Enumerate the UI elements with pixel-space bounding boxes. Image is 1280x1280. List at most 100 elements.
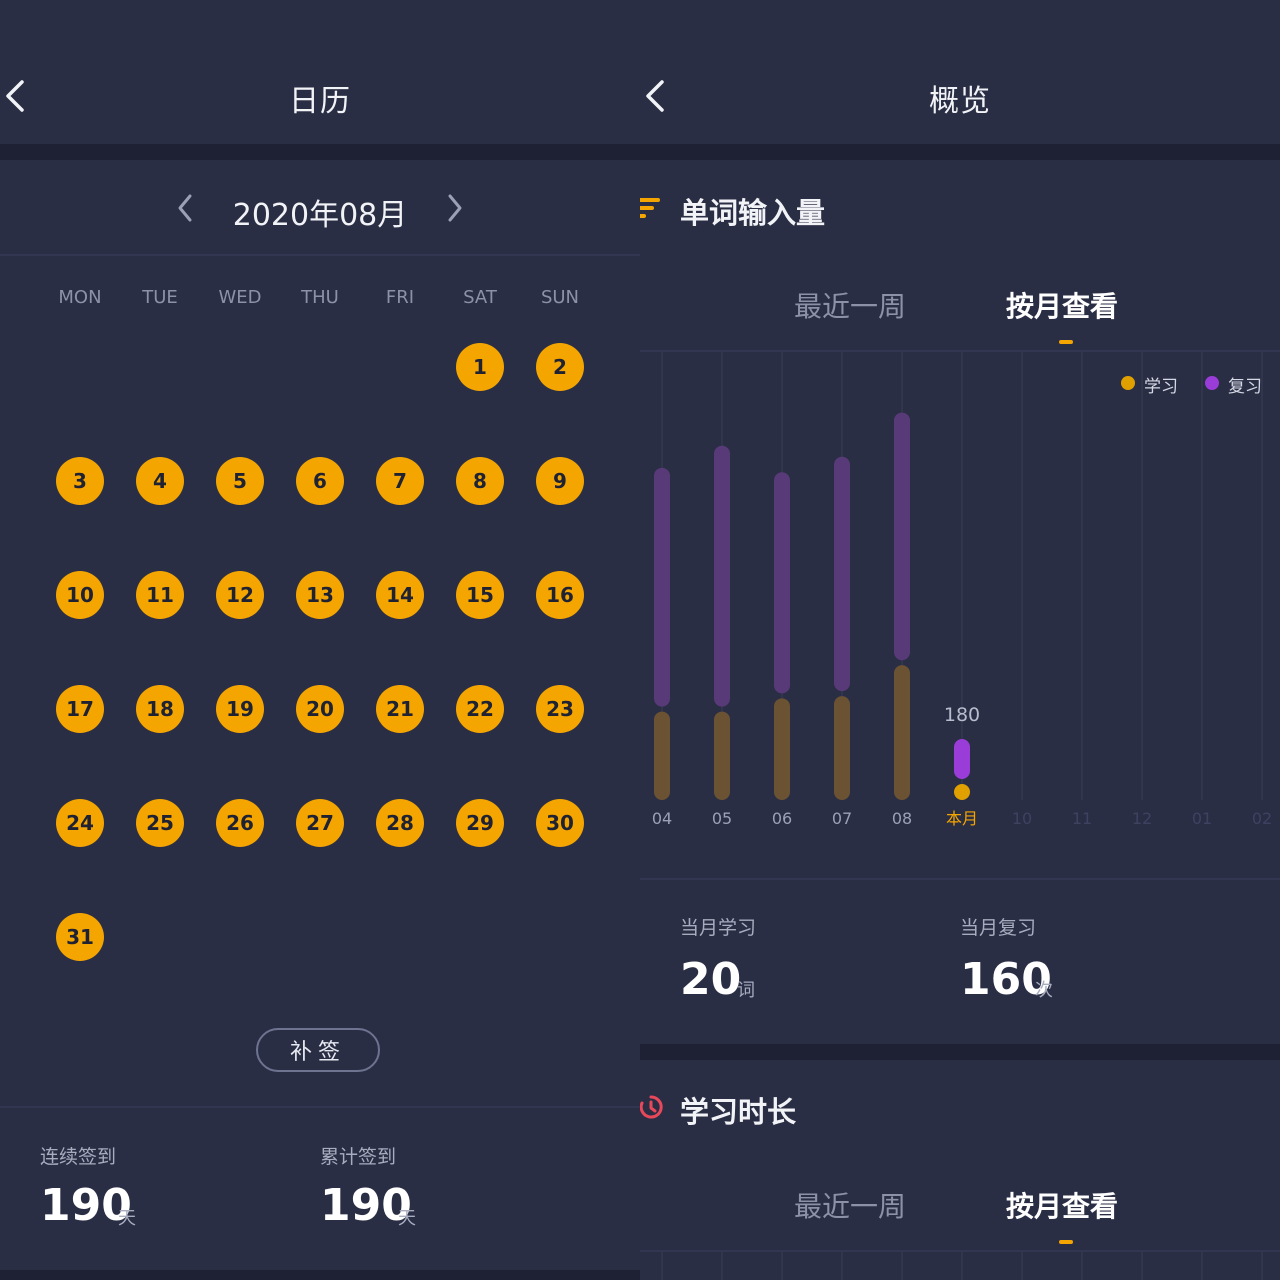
bar-study (834, 696, 850, 800)
calendar-day[interactable]: 19 (216, 685, 264, 733)
calendar-day[interactable]: 15 (456, 571, 504, 619)
month-study-label: 当月学习 (680, 917, 757, 939)
bar-study (894, 665, 910, 800)
calendar-day[interactable]: 28 (376, 799, 424, 847)
month-label: 2020年08月 (232, 198, 408, 233)
next-month-button[interactable] (436, 186, 476, 230)
overview-topbar: 概览 (640, 0, 1280, 144)
bar-study (954, 784, 970, 800)
tab-recent-week[interactable]: 最近一周 (794, 1190, 907, 1223)
total-unit: 天 (398, 1208, 416, 1229)
bar-review (834, 456, 850, 692)
x-tick-label: 01 (1192, 809, 1212, 828)
calendar-day[interactable]: 27 (296, 799, 344, 847)
divider (640, 878, 1280, 880)
weekday-label: SUN (540, 287, 580, 308)
calendar-day[interactable]: 22 (456, 685, 504, 733)
calendar-day[interactable]: 3 (56, 457, 104, 505)
makeup-checkin-button[interactable]: 补签 (256, 1028, 380, 1072)
x-tick-label: 本月 (946, 809, 978, 828)
weekday-label: SAT (463, 287, 497, 308)
month-study-unit: 词 (737, 980, 755, 1001)
bar-review (654, 467, 670, 707)
prev-month-button[interactable] (166, 186, 206, 230)
calendar-day[interactable]: 24 (56, 799, 104, 847)
x-tick-label: 08 (892, 809, 912, 828)
calendar-day[interactable]: 2 (536, 343, 584, 391)
bar-study (774, 698, 790, 800)
time-section-title: 学习时长 (680, 1095, 797, 1129)
calendar-day[interactable]: 17 (56, 685, 104, 733)
weekday-label: WED (218, 287, 262, 308)
month-navigator: 2020年08月 (0, 186, 640, 233)
x-tick-label: 06 (772, 809, 792, 828)
bar-study (654, 711, 670, 800)
month-study-value: 20 (680, 954, 742, 1005)
tab-by-month[interactable]: 按月查看 (1006, 1190, 1119, 1223)
calendar-day[interactable]: 30 (536, 799, 584, 847)
active-tab-indicator (1059, 1240, 1073, 1244)
word-section-title: 单词输入量 (680, 196, 826, 230)
month-review-value: 160 (960, 954, 1052, 1005)
total-value: 190 (320, 1180, 412, 1231)
active-tab-indicator (1059, 340, 1073, 344)
x-tick-label: 02 (1252, 809, 1272, 828)
calendar-day[interactable]: 9 (536, 457, 584, 505)
bar-review (774, 472, 790, 694)
legend-review-label: 复习 (1228, 377, 1262, 397)
bar-list-icon (640, 198, 660, 218)
calendar-day[interactable]: 13 (296, 571, 344, 619)
divider (0, 254, 640, 256)
calendar-day[interactable]: 23 (536, 685, 584, 733)
divider (640, 144, 1280, 160)
calendar-day[interactable]: 16 (536, 571, 584, 619)
x-tick-label: 07 (832, 809, 852, 828)
divider (640, 1250, 1280, 1252)
timer-icon (640, 1095, 663, 1119)
calendar-day[interactable]: 11 (136, 571, 184, 619)
back-button[interactable] (0, 68, 40, 124)
back-button[interactable] (640, 68, 680, 124)
tab-recent-week[interactable]: 最近一周 (794, 290, 907, 323)
calendar-day[interactable]: 31 (56, 913, 104, 961)
calendar-topbar: 日历 (0, 0, 640, 144)
calendar-day[interactable]: 26 (216, 799, 264, 847)
chevron-left-icon (646, 80, 664, 112)
legend-study-label: 学习 (1144, 377, 1178, 397)
legend-study-dot (1121, 376, 1135, 390)
tab-by-month[interactable]: 按月查看 (1006, 290, 1119, 323)
bar-review (714, 445, 730, 707)
calendar-day[interactable]: 18 (136, 685, 184, 733)
divider (0, 144, 640, 160)
word-chart: 04 05 06 07 08 本月 10 11 12 01 02 180 (652, 350, 1272, 828)
calendar-day[interactable]: 5 (216, 457, 264, 505)
calendar-day[interactable]: 8 (456, 457, 504, 505)
weekday-label: MON (58, 287, 102, 308)
calendar-day[interactable]: 20 (296, 685, 344, 733)
calendar-day[interactable]: 21 (376, 685, 424, 733)
legend-review-dot (1205, 376, 1219, 390)
weekday-label: TUE (142, 287, 178, 308)
calendar-day[interactable]: 29 (456, 799, 504, 847)
divider (640, 350, 1280, 352)
x-tick-label: 10 (1012, 809, 1032, 828)
streak-unit: 天 (118, 1208, 136, 1229)
calendar-day[interactable]: 4 (136, 457, 184, 505)
time-chart-grid (661, 1252, 1263, 1280)
x-tick-label: 11 (1072, 809, 1092, 828)
month-review-label: 当月复习 (960, 917, 1037, 939)
calendar-day[interactable]: 14 (376, 571, 424, 619)
calendar-day[interactable]: 6 (296, 457, 344, 505)
data-label: 180 (944, 704, 980, 726)
calendar-day[interactable]: 25 (136, 799, 184, 847)
calendar-day[interactable]: 7 (376, 457, 424, 505)
streak-label: 连续签到 (40, 1146, 117, 1168)
page-title: 概览 (929, 84, 991, 119)
x-tick-label: 04 (652, 809, 672, 828)
month-review-unit: 次 (1035, 980, 1053, 1001)
calendar-day[interactable]: 1 (456, 343, 504, 391)
calendar-day[interactable]: 12 (216, 571, 264, 619)
calendar-day[interactable]: 10 (56, 571, 104, 619)
weekday-label: THU (301, 287, 339, 308)
